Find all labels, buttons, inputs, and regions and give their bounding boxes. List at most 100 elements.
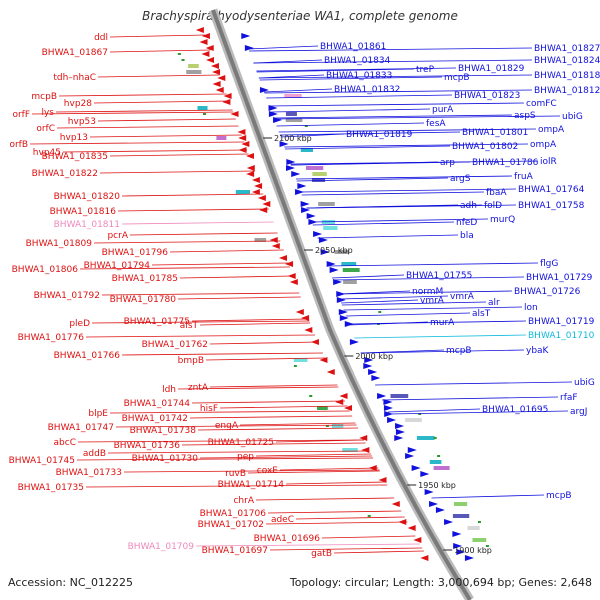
right-gene-label: fbaA: [486, 188, 507, 198]
left-leader-line: [151, 262, 289, 266]
feature-box: [472, 538, 487, 542]
right-gene-label: ubiG: [574, 378, 595, 388]
left-gene-label: hvp13: [60, 133, 88, 143]
right-leader-line: [273, 114, 513, 119]
reverse-gene-arrow: [199, 39, 208, 45]
feature-tick: [485, 545, 489, 547]
left-gene-label: BHWA1_01820: [54, 192, 121, 202]
right-leader-line: [278, 128, 537, 133]
reverse-gene-arrow: [246, 165, 255, 171]
feature-tick: [418, 413, 422, 415]
right-gene-label: ompA: [530, 140, 557, 150]
right-leader-line: [388, 410, 569, 415]
scale-label: 2000 kbp: [355, 352, 393, 361]
feature-box: [467, 526, 480, 530]
left-gene-label: ruvB: [225, 469, 246, 479]
forward-gene-arrow: [241, 33, 251, 39]
right-gene-label: BHWA1_01824: [534, 56, 600, 66]
left-leader-line: [255, 497, 395, 501]
left-gene-label: BHWA1_01747: [48, 423, 114, 433]
right-gene-label: murA: [430, 318, 455, 328]
left-gene-label: BHWA1_01776: [18, 333, 85, 343]
forward-gene-arrow: [364, 357, 374, 363]
feature-tick: [304, 125, 308, 127]
reverse-gene-arrow: [262, 201, 271, 207]
left-gene-label: BHWA1_01714: [218, 480, 285, 490]
right-gene-label: ybaK: [526, 346, 550, 356]
right-leader-line: [248, 47, 533, 52]
left-leader-line: [97, 74, 220, 78]
left-gene-label: BHWA1_01822: [32, 169, 98, 179]
forward-gene-arrow: [318, 237, 328, 243]
left-leader-line: [267, 510, 402, 514]
forward-gene-arrow: [279, 141, 289, 147]
left-leader-line: [31, 111, 234, 115]
left-leader-line: [56, 125, 239, 129]
reverse-gene-arrow: [195, 27, 204, 33]
feature-tick: [293, 365, 297, 367]
reverse-gene-arrow: [222, 99, 231, 105]
left-gene-label: BHWA1_01806: [12, 265, 79, 275]
reverse-gene-arrow: [210, 63, 219, 69]
left-gene-label: BHWA1_01730: [132, 454, 199, 464]
right-gene-label: BHWA1_01802: [452, 142, 518, 152]
reverse-gene-arrow: [201, 51, 210, 57]
left-gene-label: orfB: [9, 140, 28, 150]
right-gene-label: mcpB: [444, 73, 470, 83]
feature-box: [285, 112, 297, 116]
right-gene-label: fruA: [514, 172, 534, 182]
left-gene-label: alsT: [180, 321, 199, 331]
left-gene-label: BHWA1_01785: [112, 274, 178, 284]
right-gene-label: purA: [432, 105, 454, 115]
right-gene-label: flgG: [540, 259, 558, 269]
left-leader-line: [121, 221, 274, 225]
right-leader-line: [253, 59, 533, 64]
forward-gene-arrow: [273, 117, 283, 123]
right-leader-line: [360, 349, 525, 354]
right-leader-line: [382, 396, 559, 401]
left-gene-label: BHWA1_01735: [18, 483, 84, 493]
right-gene-label: BHWA1_01819: [346, 130, 413, 140]
right-gene-label: adh: [460, 201, 477, 211]
left-gene-label: coxE: [257, 466, 279, 476]
left-leader-line: [29, 141, 245, 145]
reverse-gene-arrow: [241, 141, 250, 147]
forward-gene-arrow: [395, 429, 405, 435]
reverse-gene-arrow: [212, 69, 221, 75]
right-gene-label: BHWA1_01764: [518, 185, 585, 195]
right-leader-line: [431, 494, 545, 499]
right-gene-label: comFC: [526, 99, 557, 109]
gene-labels: ddl BHWA1_01867 tdh–nhaC mcpB hvp28 orfF lys hv…: [9, 33, 600, 559]
feature-box: [197, 106, 208, 110]
left-leader-line: [255, 453, 372, 457]
forward-gene-arrow: [285, 165, 295, 171]
right-gene-label: aspS: [514, 111, 536, 121]
reverse-gene-arrow: [339, 393, 348, 399]
right-gene-label: BHWA1_01729: [526, 273, 593, 283]
reverse-gene-arrow: [201, 33, 210, 39]
forward-gene-arrow: [371, 375, 381, 381]
reverse-gene-arrow: [269, 237, 278, 243]
feature-box: [284, 94, 302, 98]
right-gene-label: lon: [524, 303, 538, 313]
right-gene-label: folD: [484, 201, 502, 211]
left-gene-label: BHWA1_01696: [254, 534, 321, 544]
reverse-gene-arrow: [215, 87, 224, 93]
left-gene-label: BHWA1_01766: [54, 351, 121, 361]
right-leader-line: [264, 88, 333, 93]
feature-tick: [325, 425, 329, 427]
right-leader-line: [317, 234, 459, 239]
forward-gene-arrow: [384, 411, 394, 417]
right-gene-label: BHWA1_01832: [334, 85, 400, 95]
feature-tick: [367, 515, 371, 517]
left-gene-label: hvp45: [33, 148, 61, 158]
left-gene-label: BHWA1_01697: [202, 546, 268, 556]
reverse-gene-arrow: [246, 171, 255, 177]
right-leader-line: [248, 45, 319, 50]
right-gene-label: BHWA1_01823: [454, 91, 520, 101]
right-leader-line: [301, 191, 485, 196]
left-gene-label: engA: [215, 421, 239, 431]
left-gene-label: BHWA1_01736: [114, 441, 181, 451]
reverse-gene-arrow: [343, 405, 352, 411]
reverse-gene-arrow: [304, 327, 313, 333]
